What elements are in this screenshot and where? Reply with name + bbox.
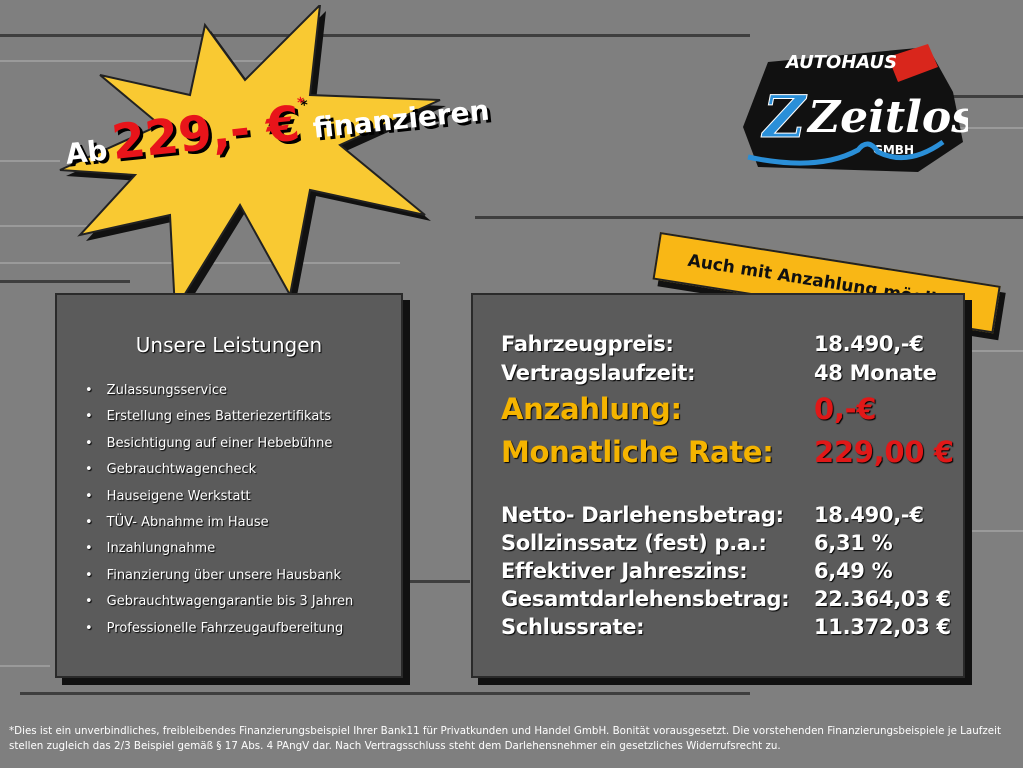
- list-item: TÜV- Abnahme im Hause: [85, 515, 401, 541]
- starburst-icon: [59, 5, 446, 315]
- row-vehicle-price: Fahrzeugpreis: 18.490,-€: [501, 332, 924, 356]
- list-item: Erstellung eines Batteriezertifikats: [85, 409, 401, 435]
- financing-panel: Fahrzeugpreis: 18.490,-€ Vertragslaufzeit…: [471, 293, 965, 678]
- list-item: Besichtigung auf einer Hebebühne: [85, 436, 401, 462]
- decor-line: [20, 692, 750, 695]
- logo: AUTOHAUS Z Zeitlos GMBH: [738, 32, 976, 186]
- row-interest-rate: Sollzinssatz (fest) p.a.: 6,31 %: [501, 531, 893, 555]
- list-item: Professionelle Fahrzeugaufbereitung: [85, 621, 401, 647]
- list-item: Zulassungsservice: [85, 383, 401, 409]
- row-final-rate: Schlussrate: 11.372,03 €: [501, 615, 951, 639]
- decor-line: [0, 160, 60, 162]
- decor-line: [0, 665, 50, 667]
- list-item: Finanzierung über unsere Hausbank: [85, 568, 401, 594]
- decor-line: [410, 580, 470, 583]
- headline-asterisk: *: [296, 94, 306, 112]
- row-net-loan: Netto- Darlehensbetrag: 18.490,-€: [501, 503, 924, 527]
- decor-line: [0, 60, 300, 62]
- svg-text:Zeitlos: Zeitlos: [806, 92, 968, 143]
- svg-text:AUTOHAUS: AUTOHAUS: [784, 52, 897, 73]
- row-down-payment: Anzahlung: 0,-€: [501, 392, 877, 426]
- row-term: Vertragslaufzeit: 48 Monate: [501, 361, 937, 385]
- decor-line: [475, 216, 1023, 219]
- headline-prefix: Ab: [63, 133, 109, 171]
- row-effective-rate: Effektiver Jahreszins: 6,49 %: [501, 559, 893, 583]
- list-item: Inzahlungnahme: [85, 541, 401, 567]
- svg-text:Z: Z: [761, 83, 808, 151]
- services-panel: Unsere Leistungen Zulassungsservice Erst…: [55, 293, 403, 678]
- decor-line: [970, 350, 1023, 352]
- decor-line: [920, 95, 1023, 98]
- list-item: Gebrauchtwagengarantie bis 3 Jahren: [85, 594, 401, 620]
- list-item: Hauseigene Werkstatt: [85, 489, 401, 515]
- row-total-loan: Gesamtdarlehensbetrag: 22.364,03 €: [501, 587, 951, 611]
- decor-line: [0, 225, 100, 227]
- list-item: Gebrauchtwagencheck: [85, 462, 401, 488]
- headline-suffix: finanzieren: [311, 93, 491, 145]
- decor-line: [970, 530, 1023, 532]
- services-title: Unsere Leistungen: [135, 333, 323, 357]
- footnote: *Dies ist ein unverbindliches, freibleib…: [9, 725, 1002, 752]
- decor-line: [0, 34, 750, 37]
- decor-line: [960, 127, 1023, 129]
- row-monthly-rate: Monatliche Rate: 229,00 €: [501, 435, 954, 469]
- decor-line: [0, 280, 130, 283]
- services-list: Zulassungsservice Erstellung eines Batte…: [85, 383, 401, 647]
